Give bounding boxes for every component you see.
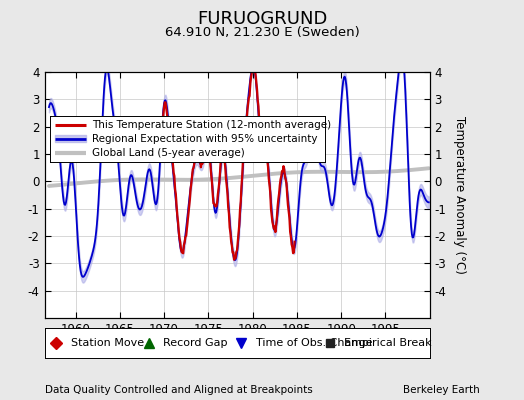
Text: FURUOGRUND: FURUOGRUND <box>197 10 327 28</box>
Text: Time of Obs. Change: Time of Obs. Change <box>256 338 372 348</box>
Text: Empirical Break: Empirical Break <box>344 338 432 348</box>
Text: This Temperature Station (12-month average): This Temperature Station (12-month avera… <box>92 120 332 130</box>
Text: 64.910 N, 21.230 E (Sweden): 64.910 N, 21.230 E (Sweden) <box>165 26 359 39</box>
Text: Station Move: Station Move <box>71 338 144 348</box>
Text: Berkeley Earth: Berkeley Earth <box>403 385 479 395</box>
Y-axis label: Temperature Anomaly (°C): Temperature Anomaly (°C) <box>453 116 466 274</box>
Text: Data Quality Controlled and Aligned at Breakpoints: Data Quality Controlled and Aligned at B… <box>45 385 312 395</box>
Text: Global Land (5-year average): Global Land (5-year average) <box>92 148 245 158</box>
Text: Regional Expectation with 95% uncertainty: Regional Expectation with 95% uncertaint… <box>92 134 318 144</box>
Text: Record Gap: Record Gap <box>163 338 227 348</box>
